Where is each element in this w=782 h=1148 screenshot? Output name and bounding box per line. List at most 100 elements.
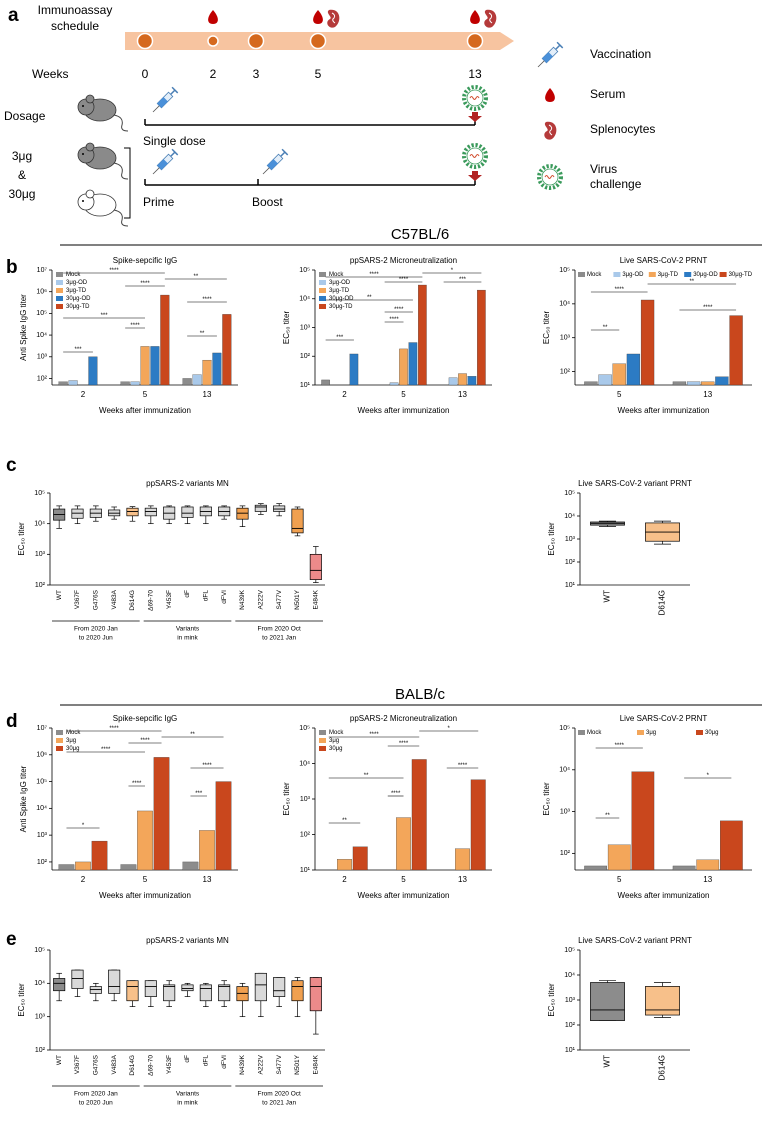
- box: [126, 507, 139, 517]
- bar: [91, 840, 108, 871]
- row-label: 30μg: [9, 187, 36, 201]
- x-axis-label: Weeks after immunization: [618, 891, 710, 900]
- bar: [396, 817, 411, 871]
- x-tick-label: A222V: [258, 589, 265, 609]
- significance-label: **: [190, 732, 195, 738]
- legend-label: 3μg-TD: [658, 272, 679, 278]
- legend-swatch: [684, 272, 692, 277]
- x-tick-label: E484K: [313, 1054, 320, 1074]
- legend-swatch: [56, 280, 63, 285]
- panel-letter: c: [6, 455, 17, 476]
- y-tick-label: 10⁴: [559, 767, 570, 774]
- x-tick-label: S477V: [276, 1054, 283, 1074]
- legend-label: 3μg-TD: [329, 288, 350, 294]
- y-axis-label: Anti Spike IgG titer: [19, 294, 28, 361]
- strain-label: C57BL/6: [391, 226, 449, 243]
- y-tick-label: 10⁴: [299, 760, 310, 767]
- legend-swatch: [613, 272, 621, 277]
- box: [163, 984, 176, 1002]
- panel-letter: a: [8, 5, 19, 26]
- panel-letter: d: [6, 711, 18, 732]
- mouse-eye: [82, 105, 84, 107]
- syringe-fluid: [542, 52, 553, 63]
- x-tick-label: WT: [56, 1055, 63, 1065]
- box: [645, 986, 680, 1016]
- y-tick-label: 10⁵: [36, 778, 47, 785]
- legend-swatch: [319, 288, 326, 293]
- y-tick-label: 10²: [37, 375, 48, 382]
- y-tick-label: 10¹: [565, 1047, 576, 1054]
- mouse-tail: [113, 114, 129, 132]
- significance-label: ****: [202, 763, 212, 769]
- bar: [68, 380, 78, 386]
- x-tick-label: V483A: [111, 589, 118, 609]
- mouse-ear: [85, 142, 95, 152]
- timepoint: [309, 32, 327, 50]
- bar: [408, 342, 418, 386]
- x-tick-label: WT: [56, 590, 63, 600]
- bar: [182, 378, 192, 386]
- significance-label: ****: [458, 763, 468, 769]
- y-tick-label: 10⁵: [34, 947, 45, 954]
- bar: [153, 757, 170, 871]
- y-tick-label: 10³: [560, 808, 571, 815]
- chart-title: ppSARS-2 variants MN: [146, 936, 229, 945]
- legend-label: 3μg-OD: [66, 280, 88, 286]
- legend-label: 3μg-TD: [66, 288, 87, 294]
- group-label: to 2021 Jan: [262, 635, 296, 642]
- x-tick-label: A222V: [258, 1054, 265, 1074]
- significance-label: **: [194, 274, 199, 280]
- panel-letter: b: [6, 257, 18, 278]
- box: [144, 980, 157, 997]
- challenge-arrow: [468, 112, 482, 122]
- strain-label: BALB/c: [395, 686, 446, 703]
- bar: [58, 381, 68, 386]
- legend-label: Mock: [66, 730, 81, 736]
- group-label: to 2020 Jun: [79, 635, 113, 642]
- y-axis-label: Anti Spike IgG titer: [19, 765, 28, 832]
- significance-label: ****: [140, 738, 150, 744]
- significance-label: ****: [130, 323, 140, 329]
- box: [53, 978, 66, 992]
- y-tick-label: 10⁵: [299, 267, 310, 274]
- chart-title: Live SARS-CoV-2 variant PRNT: [578, 479, 692, 488]
- y-tick-label: 10⁵: [564, 947, 575, 954]
- bar: [715, 376, 729, 386]
- box: [181, 984, 194, 992]
- x-tick-label: D614G: [129, 1055, 136, 1076]
- y-tick-label: 10³: [560, 335, 571, 342]
- legend-swatch: [637, 730, 644, 735]
- y-tick-label: 10⁶: [36, 752, 47, 759]
- significance-label: ****: [109, 726, 119, 732]
- syringe-fluid: [157, 97, 168, 108]
- regimen-label: Prime: [143, 195, 175, 209]
- x-tick-label: 13: [703, 875, 712, 884]
- bar: [701, 381, 715, 386]
- bar: [607, 844, 631, 871]
- y-tick-label: 10⁴: [36, 805, 47, 812]
- bar: [477, 289, 486, 386]
- group-label: From 2020 Jan: [74, 626, 118, 633]
- box: [590, 982, 625, 1021]
- bar: [137, 810, 153, 871]
- splenocyte-detail: [548, 124, 553, 136]
- y-tick-label: 10²: [560, 368, 571, 375]
- legend-swatch: [319, 304, 326, 309]
- legend-label: Mock: [329, 730, 344, 736]
- x-tick-label: dFVI: [221, 590, 228, 604]
- timepoint: [466, 32, 484, 50]
- chart-title: Live SARS-CoV-2 PRNT: [620, 714, 708, 723]
- legend-label: 30μg: [705, 730, 718, 736]
- virus-rna: [544, 175, 555, 179]
- mouse-tail: [113, 162, 129, 180]
- y-tick-label: 10⁴: [564, 513, 575, 520]
- y-tick-label: 10⁷: [37, 725, 48, 732]
- y-tick-label: 10³: [35, 1014, 46, 1021]
- bar: [160, 294, 170, 386]
- bar: [584, 381, 598, 386]
- x-tick-label: 13: [703, 390, 712, 399]
- bar: [411, 759, 427, 871]
- week-label: 13: [468, 67, 482, 81]
- legend-swatch: [56, 738, 63, 743]
